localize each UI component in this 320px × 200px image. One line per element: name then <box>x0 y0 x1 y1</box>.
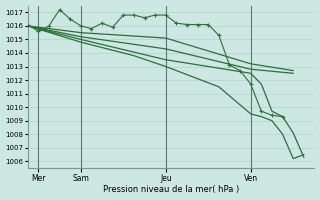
X-axis label: Pression niveau de la mer( hPa ): Pression niveau de la mer( hPa ) <box>103 185 239 194</box>
